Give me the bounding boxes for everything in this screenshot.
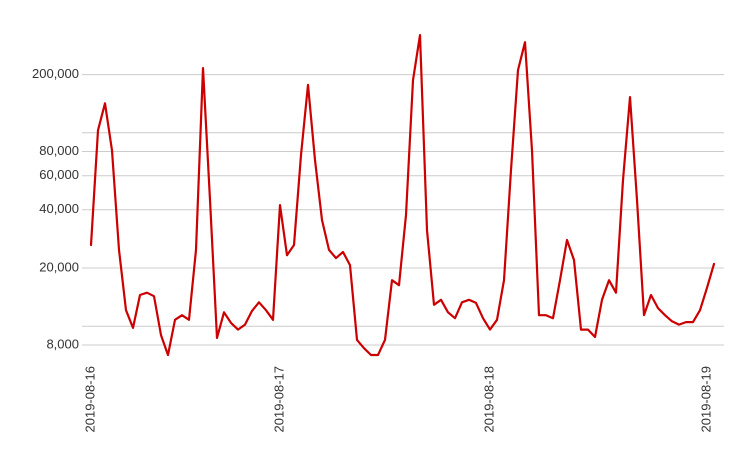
x-tick-label: 2019-08-18 (481, 366, 496, 433)
data-line (89, 34, 716, 357)
y-tick-label: 20,000 (39, 259, 79, 274)
x-tick-label: 2019-08-17 (271, 366, 286, 433)
y-tick-label: 8,000 (46, 336, 79, 351)
y-tick-label: 80,000 (39, 143, 79, 158)
x-tick-label: 2019-08-19 (698, 366, 713, 433)
y-tick-label: 60,000 (39, 167, 79, 182)
y-tick-label: 200,000 (32, 66, 79, 81)
x-tick-label: 2019-08-16 (82, 366, 97, 433)
y-tick-label: 40,000 (39, 201, 79, 216)
